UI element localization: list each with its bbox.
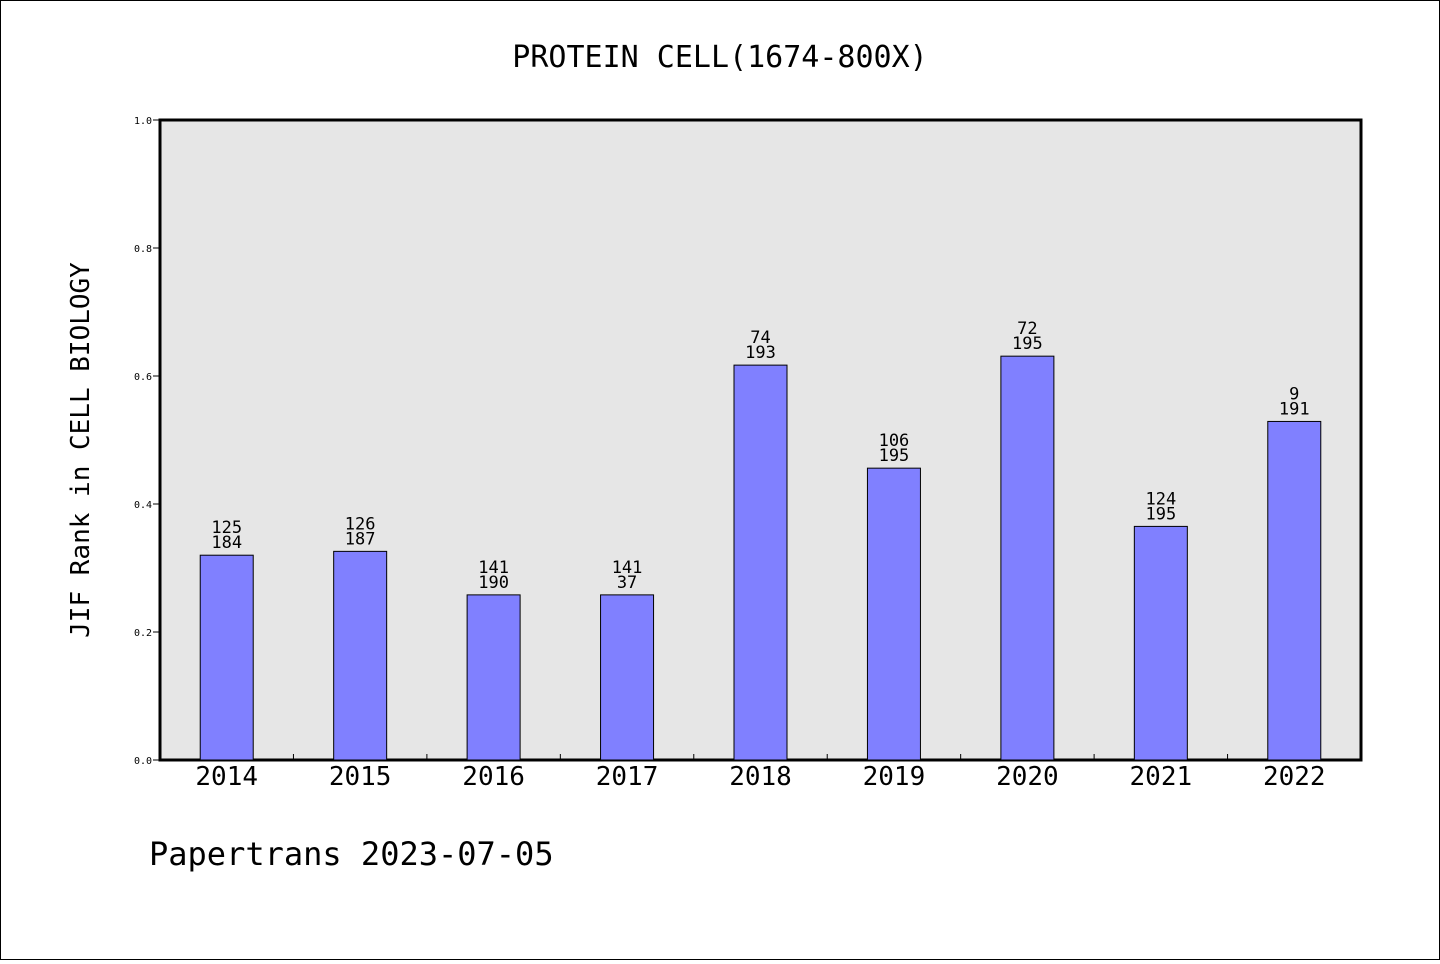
x-tick-label: 2021 <box>1130 762 1193 792</box>
y-tick-label: 0.4 <box>134 500 152 511</box>
y-tick-label: 0.6 <box>134 372 152 383</box>
bar <box>733 364 788 761</box>
bar-label-total: 191 <box>1279 399 1310 419</box>
bar <box>466 594 521 761</box>
bar <box>333 550 388 761</box>
bar <box>600 594 655 761</box>
x-tick-label: 2014 <box>195 762 258 792</box>
y-tick-label: 0.8 <box>134 244 152 255</box>
y-axis-ticks: 0.0 0.2 0.4 0.6 0.8 1.0 <box>134 116 160 767</box>
y-axis-label: JIF Rank in CELL BIOLOGY <box>66 262 96 638</box>
footer-credit: Papertrans 2023-07-05 <box>149 835 554 873</box>
y-tick-label: 0.0 <box>134 756 152 767</box>
y-tick-label: 1.0 <box>134 116 152 127</box>
x-tick-label: 2022 <box>1263 762 1326 792</box>
x-tick-label: 2020 <box>996 762 1059 792</box>
bar <box>1133 525 1188 761</box>
x-tick-label: 2017 <box>596 762 659 792</box>
bar-label-total: 195 <box>1145 504 1176 524</box>
x-tick-label: 2016 <box>462 762 525 792</box>
bar-label-rank: 141 <box>478 558 509 578</box>
bar-label-rank: 106 <box>879 431 910 451</box>
bar-label-rank: 126 <box>345 514 376 534</box>
bar-label-total: 37 <box>617 573 637 593</box>
bar-label-rank: 72 <box>1017 319 1037 339</box>
chart-title: PROTEIN CELL(1674-800X) <box>512 40 927 75</box>
x-axis-ticks: 2014 2015 2016 2017 2018 2019 2020 2021 2022 <box>195 754 1326 792</box>
bar-label-rank: 74 <box>750 328 770 348</box>
bar <box>1267 420 1322 761</box>
bar <box>1000 355 1055 761</box>
x-tick-label: 2018 <box>729 762 792 792</box>
bars-group: 1251841261871411901413774193106195721951… <box>199 319 1322 761</box>
bar-label-total: 187 <box>345 529 376 549</box>
bar-label-total: 184 <box>211 533 242 553</box>
bar-label-rank: 141 <box>612 558 643 578</box>
y-tick-label: 0.2 <box>134 628 152 639</box>
bar-label-total: 193 <box>745 343 776 363</box>
x-tick-label: 2019 <box>863 762 926 792</box>
x-tick-label: 2015 <box>329 762 392 792</box>
bar-label-total: 195 <box>879 446 910 466</box>
bar-label-rank: 9 <box>1289 384 1299 404</box>
bar <box>866 467 921 761</box>
bar <box>199 554 254 761</box>
bar-label-total: 195 <box>1012 334 1043 354</box>
bar-label-rank: 125 <box>211 518 242 538</box>
bar-label-rank: 124 <box>1145 489 1176 509</box>
bar-label-total: 190 <box>478 573 509 593</box>
